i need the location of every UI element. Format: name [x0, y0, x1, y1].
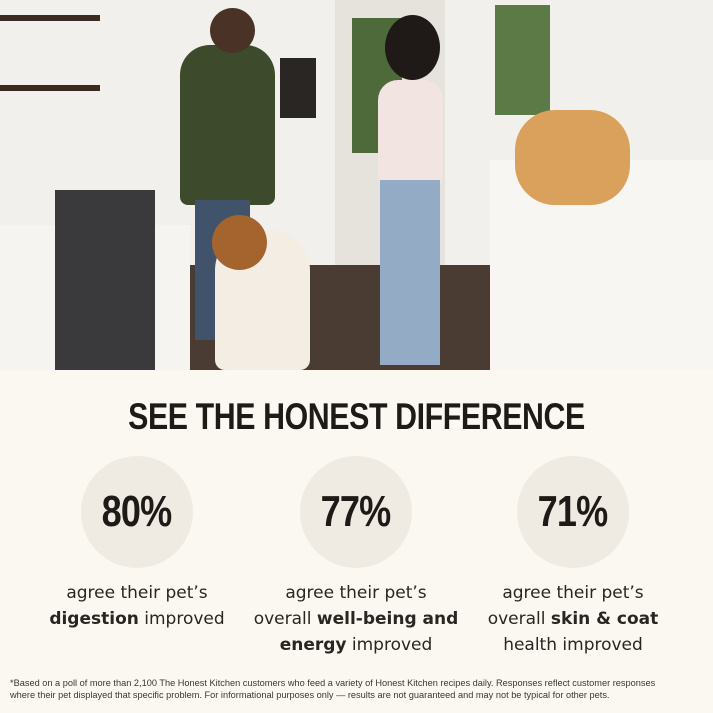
stat-skin-coat: 71% agree their pet’s overall skin & coa…	[453, 456, 693, 658]
desc-line: energy improved	[236, 632, 476, 658]
stat-description: agree their pet’s digestion improved	[17, 580, 257, 632]
desc-line: digestion improved	[17, 606, 257, 632]
stat-well-being: 77% agree their pet’s overall well-being…	[236, 456, 476, 658]
stat-value: 77%	[321, 487, 392, 536]
stat-description: agree their pet’s overall skin & coat he…	[453, 580, 693, 658]
desc-line: agree their pet’s	[285, 583, 427, 603]
desc-line: overall skin & coat	[453, 606, 693, 632]
section-heading: SEE THE HONEST DIFFERENCE	[128, 396, 585, 437]
stat-digestion: 80% agree their pet’s digestion improved	[17, 456, 257, 632]
desc-text: improved	[346, 635, 433, 655]
desc-line: agree their pet’s	[502, 583, 644, 603]
stat-circle: 77%	[300, 456, 412, 568]
kitchen-photo	[0, 0, 713, 370]
stat-description: agree their pet’s overall well-being and…	[236, 580, 476, 658]
stat-value: 71%	[538, 487, 609, 536]
stat-circle: 71%	[517, 456, 629, 568]
footnote: *Based on a poll of more than 2,100 The …	[10, 678, 656, 701]
desc-text: improved	[138, 609, 225, 629]
stat-value: 80%	[102, 487, 173, 536]
desc-bold: skin & coat	[550, 609, 659, 629]
desc-bold: digestion	[49, 609, 139, 629]
desc-line: agree their pet’s	[66, 583, 208, 603]
desc-bold: energy	[279, 635, 347, 655]
desc-bold: well-being and	[316, 609, 459, 629]
desc-text: overall	[253, 609, 317, 629]
desc-line: health improved	[503, 635, 643, 655]
stat-circle: 80%	[81, 456, 193, 568]
desc-line: overall well-being and	[236, 606, 476, 632]
desc-text: overall	[487, 609, 551, 629]
